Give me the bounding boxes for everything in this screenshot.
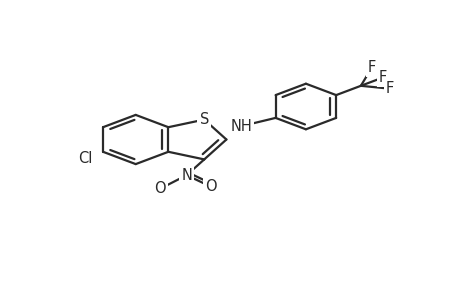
Text: F: F	[385, 81, 393, 96]
Text: F: F	[378, 70, 386, 85]
Text: NH: NH	[230, 119, 252, 134]
Text: O: O	[154, 181, 166, 196]
Text: N: N	[181, 168, 192, 183]
Text: F: F	[367, 60, 375, 75]
Text: Cl: Cl	[78, 151, 92, 166]
Text: S: S	[199, 112, 208, 127]
Text: O: O	[205, 179, 216, 194]
